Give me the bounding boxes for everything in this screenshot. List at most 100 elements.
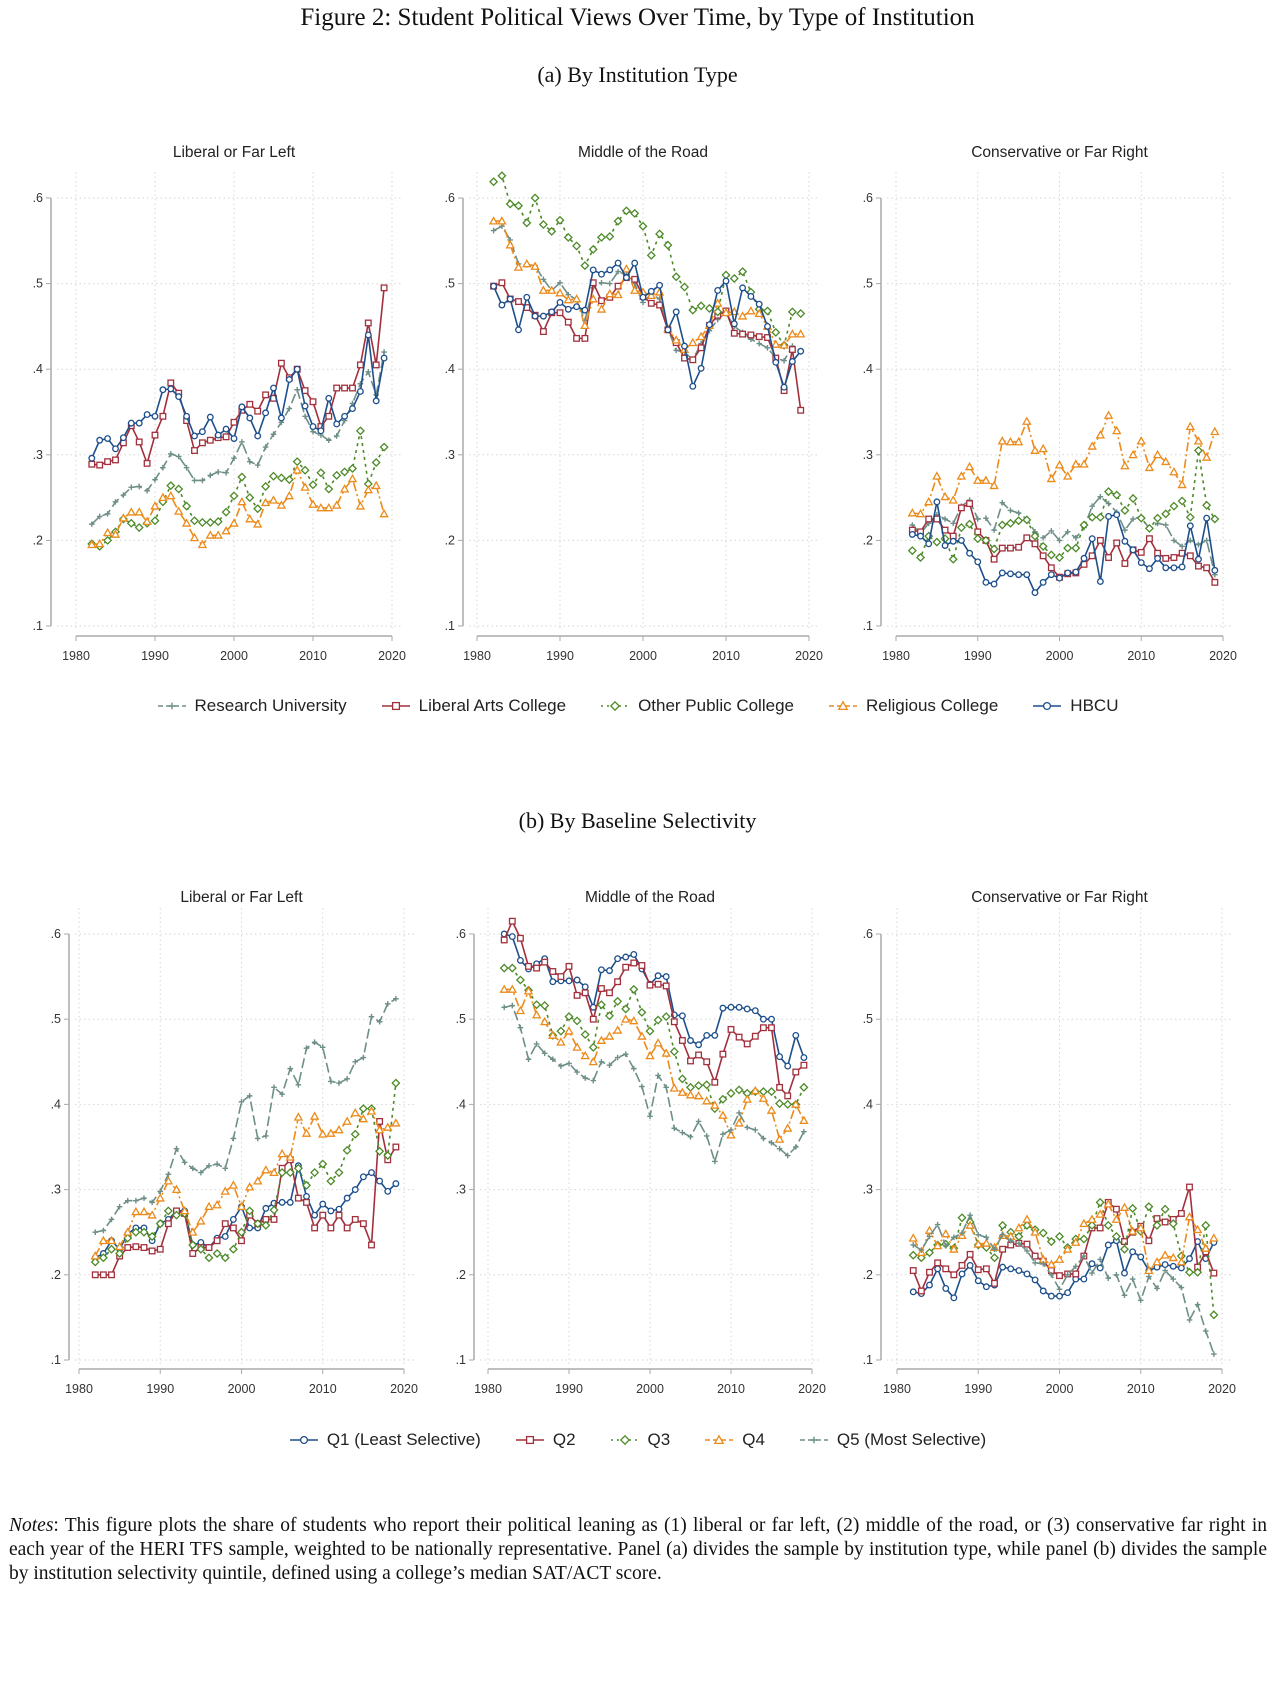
data-point (309, 1111, 320, 1120)
data-point (572, 241, 582, 251)
legend-swatch-circle-icon (1033, 701, 1062, 711)
data-point (1080, 554, 1088, 562)
data-point (779, 340, 789, 349)
data-point (1186, 1317, 1193, 1323)
data-point (638, 221, 648, 231)
x-tick-label: 2000 (636, 1382, 664, 1396)
data-point (1201, 452, 1212, 461)
data-point (687, 1037, 694, 1044)
data-point (333, 433, 340, 439)
data-point (743, 1005, 751, 1013)
data-point (563, 294, 574, 304)
legend-label: Q5 (Most Selective) (836, 1430, 987, 1449)
data-point (991, 1279, 998, 1287)
data-point (1046, 1259, 1057, 1269)
data-point (135, 419, 143, 427)
data-point (515, 326, 522, 334)
data-point (1144, 1202, 1154, 1212)
data-point (383, 1122, 393, 1131)
data-point (1031, 540, 1039, 548)
data-point (318, 1129, 328, 1138)
series-line (912, 1214, 1215, 1355)
data-point (490, 227, 497, 234)
data-point (207, 472, 214, 479)
data-point (89, 521, 95, 527)
data-point (998, 1220, 1008, 1230)
data-point (245, 493, 255, 503)
data-point (1088, 552, 1096, 560)
data-point (752, 1127, 759, 1133)
subplot-b-3: Conservative or Far Right 1980 1990 2000 201… (863, 889, 1236, 1396)
data-point (580, 1050, 590, 1060)
data-point (94, 538, 105, 548)
data-point (151, 431, 159, 439)
data-point (964, 461, 975, 471)
data-point (697, 344, 705, 352)
data-point (612, 1025, 623, 1034)
data-point (766, 1087, 777, 1097)
data-point (106, 1235, 117, 1245)
legend-label: Q1 (Least Selective) (326, 1430, 481, 1449)
data-point (189, 516, 200, 526)
data-point (158, 492, 168, 502)
data-point (999, 1263, 1007, 1271)
data-point (136, 483, 142, 490)
data-point (98, 1253, 108, 1263)
data-point (792, 1068, 800, 1076)
data-point (689, 382, 697, 390)
data-point (1168, 1219, 1178, 1229)
data-point (284, 475, 294, 485)
data-point (907, 546, 917, 556)
data-point (688, 337, 698, 347)
data-point (359, 1173, 367, 1181)
data-point (214, 1161, 220, 1167)
data-point (647, 1113, 653, 1120)
series-line (94, 1083, 397, 1263)
data-point (120, 492, 127, 498)
data-point (621, 206, 631, 216)
data-point (1120, 461, 1130, 470)
data-point (693, 1090, 704, 1100)
data-point (1113, 539, 1121, 547)
data-point (1095, 512, 1105, 522)
data-point (179, 1205, 190, 1215)
data-point (966, 1250, 974, 1258)
legend-marker (525, 1435, 534, 1445)
data-point (300, 482, 310, 491)
data-point (1054, 460, 1065, 469)
legend-swatch-diamond-icon (601, 700, 630, 712)
data-point (508, 933, 516, 941)
data-point (174, 484, 184, 494)
data-point (926, 1268, 933, 1276)
x-tick-label: 2020 (1208, 1382, 1236, 1396)
data-point (246, 1093, 253, 1099)
data-point (1079, 1218, 1089, 1228)
data-point (1201, 1243, 1211, 1252)
data-point (1137, 1297, 1144, 1304)
data-point (115, 1248, 125, 1259)
data-point (768, 1015, 775, 1023)
data-point (342, 1145, 352, 1155)
data-point (580, 320, 590, 329)
data-point (932, 537, 942, 547)
data-point (356, 388, 364, 395)
data-point (1007, 1237, 1014, 1244)
data-point (269, 1205, 279, 1215)
notes-text: : This figure plots the share of student… (9, 1515, 1267, 1584)
legend-swatch-plus-icon (157, 702, 186, 710)
data-point (1211, 1351, 1217, 1357)
data-point (539, 312, 547, 320)
data-point (515, 1005, 526, 1015)
data-point (206, 1162, 212, 1169)
data-point (755, 333, 763, 341)
data-point (112, 456, 119, 464)
data-point (730, 320, 738, 328)
data-point (1103, 1199, 1113, 1208)
data-point (326, 437, 332, 444)
data-point (956, 523, 966, 533)
data-point (355, 426, 365, 436)
data-point (1170, 564, 1178, 572)
data-point (364, 331, 372, 339)
data-point (555, 288, 565, 297)
data-point (572, 1016, 582, 1026)
